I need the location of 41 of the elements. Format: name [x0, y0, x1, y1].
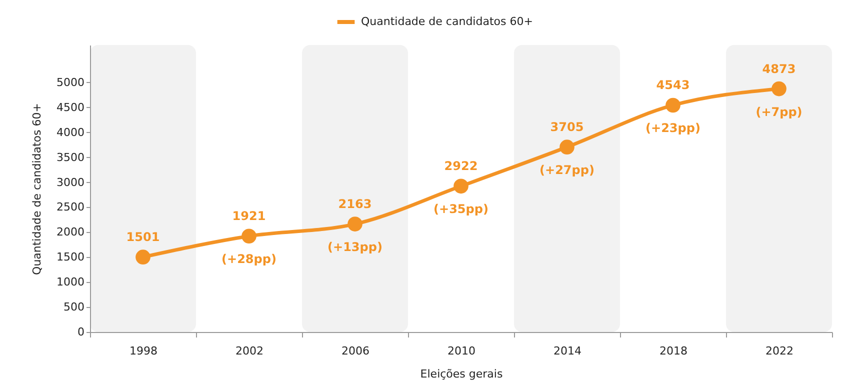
y-tick-label: 1500	[56, 250, 84, 264]
annotation: (+28pp)	[222, 252, 276, 266]
data-label: 4873	[762, 62, 796, 76]
y-tick-label: 4500	[56, 100, 84, 114]
legend-label: Quantidade de candidatos 60+	[361, 15, 533, 28]
annotation: (+7pp)	[756, 104, 802, 119]
x-tick-label: 2018	[660, 344, 688, 358]
x-tick-label: 2006	[342, 344, 370, 358]
x-tick-label: 2014	[554, 344, 582, 358]
y-tick-label: 3500	[56, 150, 84, 164]
data-label: 4543	[656, 78, 690, 92]
data-label: 2922	[444, 159, 478, 174]
y-tick-label: 2000	[56, 226, 84, 239]
point	[772, 81, 786, 96]
data-label: 1501	[126, 230, 160, 244]
point	[136, 250, 150, 264]
y-tick-label: 3000	[56, 176, 84, 189]
annotation: (+23pp)	[646, 121, 700, 136]
x-tick-label: 2010	[448, 344, 476, 358]
y-axis-title: Quantidade de candidatos 60+	[30, 103, 44, 275]
y-tick-label: 500	[64, 300, 84, 314]
point	[560, 140, 574, 154]
point	[454, 178, 468, 194]
y-tick-label: 4000	[56, 126, 84, 139]
x-axis-title: Eleições gerais	[420, 368, 503, 380]
y-tick-label: 1000	[56, 276, 84, 289]
point	[348, 216, 362, 232]
y-tick-label: 2500	[56, 200, 84, 214]
x-tick-label: 2022	[766, 344, 794, 358]
data-label: 3705	[550, 120, 584, 134]
data-label: 2163	[338, 197, 372, 212]
x-tick-label: 1998	[130, 344, 158, 358]
y-tick-label: 5000	[56, 76, 84, 89]
annotation: (+27pp)	[540, 163, 594, 178]
point	[666, 98, 680, 113]
data-label: 1921	[232, 209, 266, 224]
point	[242, 228, 256, 244]
y-tick-label: 0	[78, 326, 84, 338]
annotation: (+13pp)	[328, 240, 382, 254]
x-tick-label: 2002	[236, 344, 264, 358]
annotation: (+35pp)	[434, 202, 488, 216]
